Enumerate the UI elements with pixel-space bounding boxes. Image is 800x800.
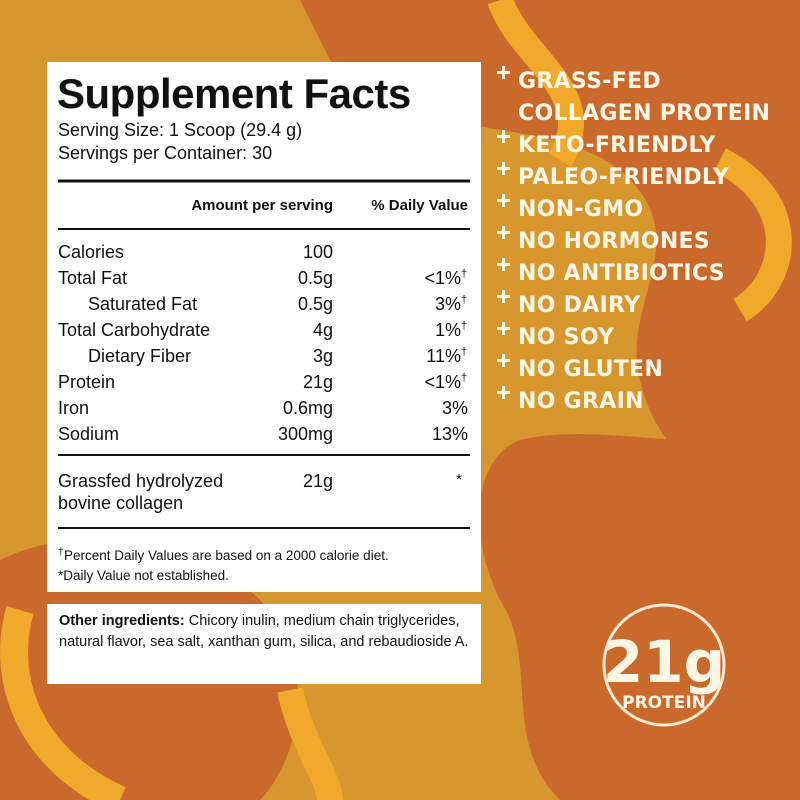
header-amount: Amount per serving: [191, 197, 333, 214]
plus-v: [502, 162, 505, 175]
amount: 0.5g: [298, 294, 333, 314]
claim: PALEO-FRIENDLY: [518, 165, 730, 190]
claim: NO ANTIBIOTICS: [518, 261, 725, 286]
title: Supplement Facts: [57, 70, 411, 117]
swirl: [277, 687, 343, 800]
claim: GRASS-FED: [518, 69, 661, 94]
amount: 0.6mg: [283, 398, 333, 418]
dv-mark: †: [461, 346, 467, 358]
daily-value: *: [456, 471, 462, 488]
claim: NO SOY: [518, 325, 615, 350]
claim: NON-GMO: [518, 197, 643, 222]
claim: COLLAGEN PROTEIN: [518, 101, 770, 126]
serving-size: Serving Size: 1 Scoop (29.4 g): [58, 120, 302, 140]
ingredients-text: Chicory inulin, medium chain triglycerid…: [59, 613, 469, 650]
plus-v: [502, 290, 505, 303]
swirl: [487, 0, 584, 167]
ingredients-label: Other ingredients:: [59, 613, 185, 629]
facts-panel: [47, 62, 481, 592]
daily-value: 3%: [435, 294, 461, 314]
nutrient-name: Iron: [58, 398, 89, 418]
footnote-mark: †: [58, 547, 64, 558]
nutrient-name: Grassfed hydrolyzed: [58, 471, 223, 491]
claim: NO GRAIN: [518, 389, 644, 414]
claim: NO DAIRY: [518, 293, 641, 318]
header-dv: % Daily Value: [371, 197, 468, 214]
dv-mark: †: [461, 268, 467, 280]
footnote: Percent Daily Values are based on a 2000…: [64, 548, 389, 563]
daily-value: 13%: [432, 424, 468, 444]
claim: NO HORMONES: [518, 229, 710, 254]
amount: 21g: [303, 372, 333, 392]
nutrient-name: Calories: [58, 242, 124, 262]
servings-per-container: Servings per Container: 30: [58, 143, 272, 163]
nutrient-name: Protein: [58, 372, 115, 392]
daily-value: 3%: [442, 398, 468, 418]
plus-v: [502, 226, 505, 239]
dv-mark: †: [461, 294, 467, 306]
ingredients-panel: [47, 604, 481, 684]
amount: 300mg: [278, 424, 333, 444]
nutrient-name: Saturated Fat: [88, 294, 197, 314]
swirl: [0, 606, 126, 800]
claim: KETO-FRIENDLY: [518, 133, 716, 158]
nutrient-name: Total Fat: [58, 268, 127, 288]
daily-value: 11%: [426, 346, 461, 366]
amount: 4g: [313, 320, 333, 340]
footnote: *Daily Value not established.: [58, 568, 229, 583]
badge: [602, 603, 726, 727]
plus-v: [502, 258, 505, 271]
amount: 100: [303, 242, 333, 262]
nutrient-name: Dietary Fiber: [88, 346, 191, 366]
nutrient-name: Total Carbohydrate: [58, 320, 210, 340]
nutrient-name: Sodium: [58, 424, 119, 444]
daily-value: 1%: [435, 320, 461, 340]
amount: 21g: [303, 471, 333, 491]
nutrient-name: bovine collagen: [58, 493, 183, 513]
badge-label: PROTEIN: [622, 693, 706, 713]
plus-v: [502, 194, 505, 207]
plus-v: [502, 386, 505, 399]
amount: 3g: [313, 346, 333, 366]
amount: 0.5g: [298, 268, 333, 288]
plus-v: [502, 322, 505, 335]
plus-v: [502, 130, 505, 143]
daily-value: <1%: [424, 372, 461, 392]
plus-v: [502, 354, 505, 367]
badge-amount: 21g: [603, 628, 725, 696]
daily-value: <1%: [424, 268, 461, 288]
swirl: [713, 148, 792, 322]
dv-mark: †: [461, 372, 467, 384]
claim: NO GLUTEN: [518, 357, 663, 382]
ingredients: Other ingredients: Chicory inulin, mediu…: [59, 611, 471, 653]
blob: [300, 0, 800, 520]
plus-v: [502, 66, 505, 79]
dv-mark: †: [461, 320, 467, 332]
